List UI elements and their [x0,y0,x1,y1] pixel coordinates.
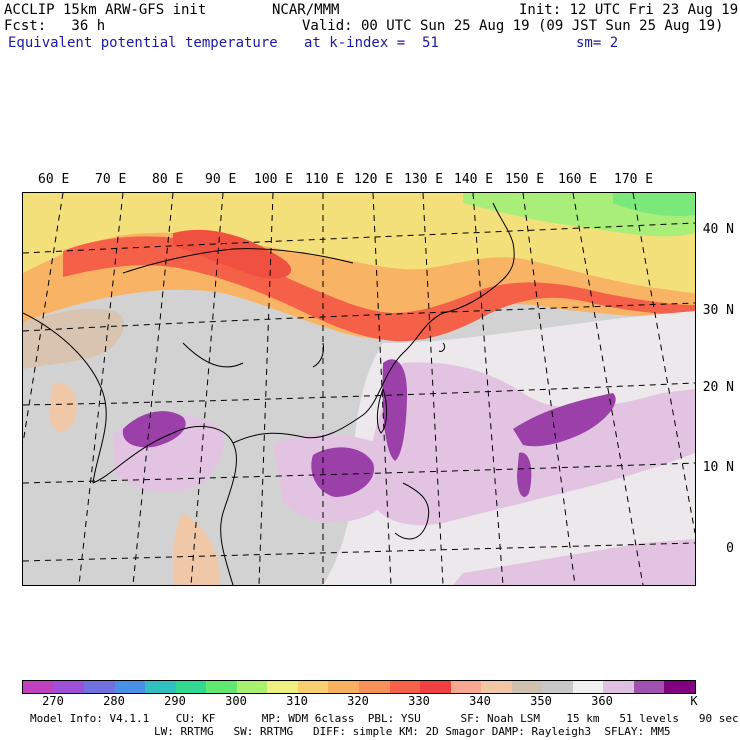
footer-model-info: Model Info: V4.1.1 CU: KF MP: WDM 6class… [30,712,739,725]
colorbar-swatch [450,681,482,693]
colorbar-swatch [84,681,115,693]
colorbar-swatch [420,681,451,693]
colorbar-swatch [572,681,604,693]
k-index-label: at k-index = 51 [304,35,439,51]
lon-label: 170 E [614,172,654,187]
header-valid-time: Valid: 00 UTC Sun 25 Aug 19 (09 JST Sun … [302,18,724,34]
lon-label: 60 E [38,172,70,187]
colorbar-swatch [297,681,329,693]
colorbar-label: 310 [286,694,308,708]
header-model-title: ACCLIP 15km ARW-GFS init [4,2,207,18]
lat-label: 20 N [702,380,734,395]
header-organization: NCAR/MMM [272,2,340,18]
lon-label: 120 E [354,172,394,187]
colorbar-label: 360 [591,694,613,708]
lon-label: 110 E [305,172,345,187]
lat-label: 0 [726,541,734,556]
lat-label: 10 N [702,460,734,475]
colorbar-swatch [481,681,512,693]
lon-label: 90 E [205,172,237,187]
header-init-time: Init: 12 UTC Fri 23 Aug 19 [519,2,739,18]
header-forecast-hour: Fcst: 36 h [4,18,106,34]
theta-e-map [23,193,695,585]
colorbar-unit: K [690,694,698,708]
colorbar-label: 320 [347,694,369,708]
lon-label: 80 E [152,172,184,187]
colorbar-swatch [328,681,360,693]
smoothing-label: sm= 2 [576,35,619,51]
colorbar-swatch [175,681,207,693]
colorbar-swatch [53,681,85,693]
lon-label: 70 E [95,172,127,187]
colorbar-swatch [511,681,543,693]
colorbar-swatch [236,681,268,693]
colorbar-swatch [664,681,696,693]
footer-physics-info: LW: RRTMG SW: RRTMG DIFF: simple KM: 2D … [154,725,671,738]
lon-label: 140 E [454,172,494,187]
colorbar-label: 340 [469,694,491,708]
colorbar-label: 280 [103,694,125,708]
colorbar-swatch [542,681,573,693]
colorbar-swatch [633,681,665,693]
colorbar-swatch [114,681,146,693]
lon-label: 160 E [558,172,598,187]
colorbar-label: 350 [530,694,552,708]
field-name: Equivalent potential temperature [8,35,278,51]
colorbar [22,680,696,694]
colorbar-swatch [603,681,634,693]
lon-label: 150 E [505,172,545,187]
lon-label: 130 E [404,172,444,187]
colorbar-label: 330 [408,694,430,708]
lon-label: 100 E [254,172,294,187]
colorbar-swatch [389,681,421,693]
colorbar-swatch [206,681,237,693]
colorbar-swatch [145,681,176,693]
map-panel [22,192,696,586]
lat-label: 30 N [702,303,734,318]
colorbar-label: 300 [225,694,247,708]
lat-label: 40 N [702,222,734,237]
colorbar-swatch [267,681,298,693]
colorbar-swatch [359,681,390,693]
colorbar-label: 290 [164,694,186,708]
colorbar-label: 270 [42,694,64,708]
colorbar-swatch [23,681,54,693]
